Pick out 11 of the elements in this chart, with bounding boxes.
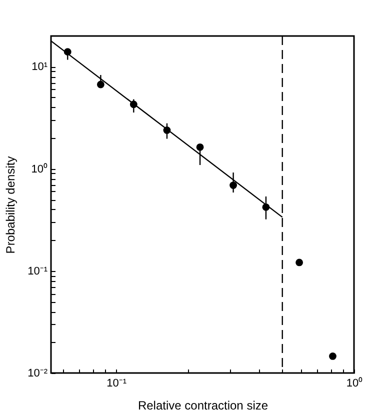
y-tick-label: 10⁰	[31, 162, 48, 176]
point	[196, 143, 204, 151]
y-axis-title: Probability density	[4, 156, 18, 254]
y-tick-label: 10⁻²	[28, 368, 48, 380]
point	[329, 352, 336, 360]
point	[230, 182, 237, 189]
y-tick-label: 10¹	[32, 61, 48, 74]
x-axis-title: Relative contraction size	[138, 398, 268, 412]
point	[296, 258, 303, 266]
y-tick-label: 10⁻¹	[28, 265, 48, 278]
point	[96, 80, 104, 88]
